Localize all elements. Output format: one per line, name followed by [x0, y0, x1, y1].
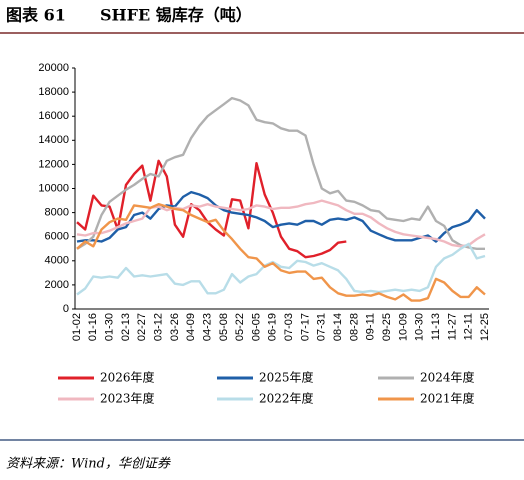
x-tick-label: 09-25: [381, 313, 393, 341]
x-tick-label: 07-31: [316, 313, 328, 341]
x-tick-label: 07-17: [299, 313, 311, 341]
y-tick-label: 12000: [38, 158, 69, 170]
x-tick-label: 11-13: [430, 313, 442, 340]
y-tick-label: 0: [63, 303, 69, 315]
x-tick-label: 05-22: [234, 313, 246, 341]
x-tick-label: 01-16: [87, 313, 99, 341]
source: 资料来源：Wind，华创证券: [6, 457, 171, 472]
x-tick-label: 01-02: [71, 313, 83, 341]
legend-label: 2021年度: [420, 391, 475, 406]
x-tick-label: 03-12: [153, 313, 165, 341]
y-tick-label: 16000: [38, 110, 69, 122]
series-line: [76, 96, 485, 250]
x-tick-label: 12-25: [479, 313, 491, 341]
legend-label: 2023年度: [100, 391, 155, 406]
x-tick-label: 04-09: [185, 313, 197, 341]
y-tick-label: 8000: [45, 207, 69, 219]
x-tick-label: 02-13: [120, 313, 132, 341]
x-tick-label: 01-30: [104, 313, 116, 341]
x-tick-label: 09-11: [365, 313, 377, 340]
x-tick-label: 04-23: [201, 313, 213, 341]
chart-title: SHFE 锡库存（吨）: [100, 6, 252, 25]
y-tick-label: 14000: [38, 134, 69, 146]
y-tick-label: 10000: [38, 182, 69, 194]
x-tick-label: 07-03: [283, 313, 295, 341]
legend-label: 2024年度: [420, 370, 475, 385]
x-tick-label: 08-14: [332, 313, 344, 341]
x-tick-label: 12-11: [463, 313, 475, 340]
y-tick-label: 4000: [45, 255, 69, 267]
x-tick-label: 06-05: [250, 313, 262, 341]
series-line: [76, 242, 486, 296]
series-line: [76, 203, 486, 302]
x-tick-label: 03-26: [169, 313, 181, 341]
x-tick-label: 10-30: [414, 313, 426, 341]
y-tick-label: 20000: [38, 62, 69, 74]
legend-label: 2026年度: [100, 370, 155, 385]
y-tick-label: 2000: [45, 279, 69, 291]
x-tick-label: 06-19: [267, 313, 279, 341]
legend-label: 2022年度: [259, 391, 314, 406]
x-tick-label: 11-27: [446, 313, 458, 340]
y-tick-label: 18000: [38, 86, 69, 98]
series-line: [76, 159, 347, 259]
x-tick-label: 02-27: [136, 313, 148, 341]
x-tick-label: 05-08: [218, 313, 230, 341]
series-line: [76, 199, 486, 248]
x-tick-label: 10-09: [397, 313, 409, 341]
y-tick-label: 6000: [45, 231, 69, 243]
x-tick-label: 08-28: [348, 313, 360, 341]
legend-label: 2025年度: [259, 370, 314, 385]
figure-label: 图表 61: [6, 6, 66, 25]
